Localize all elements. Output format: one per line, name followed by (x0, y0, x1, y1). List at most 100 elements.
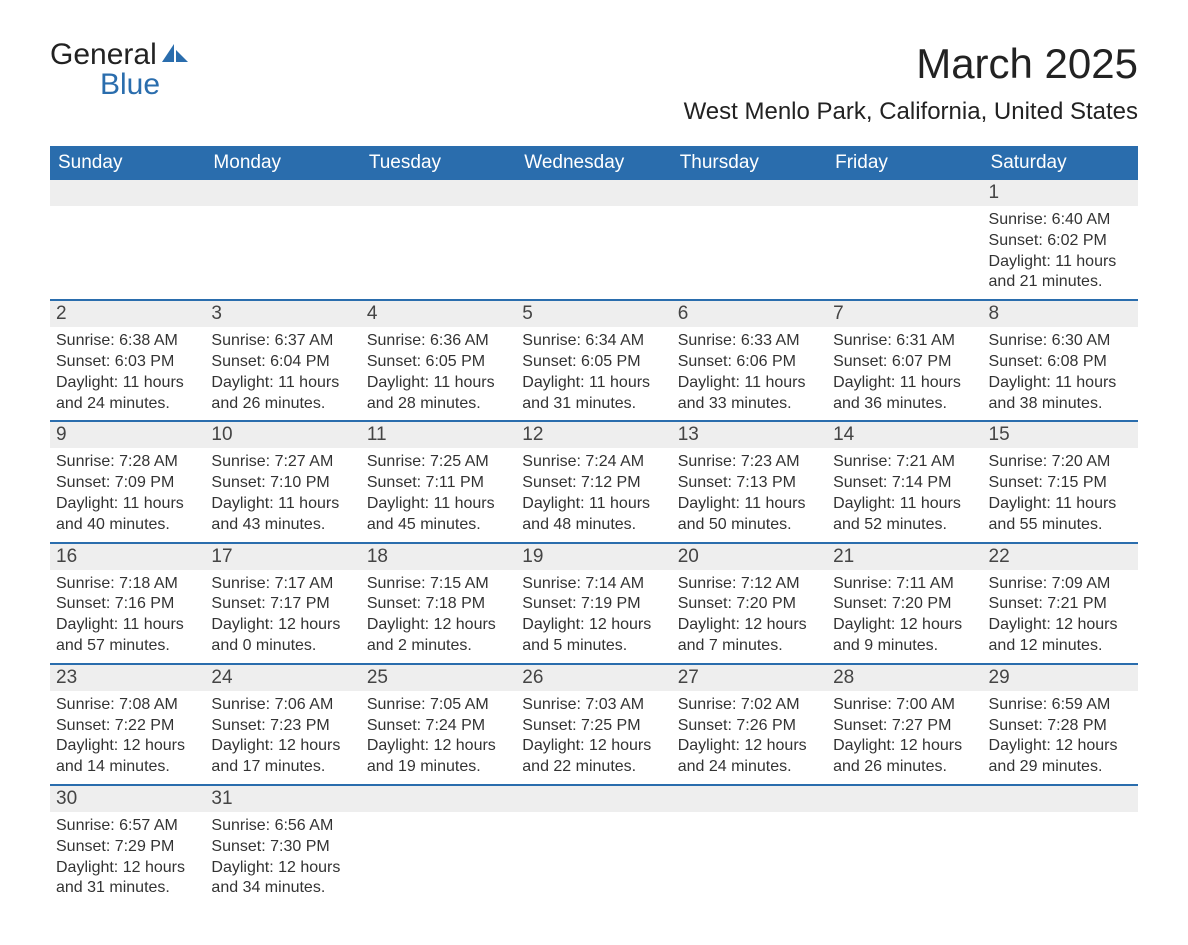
day-cell: 28Sunrise: 7:00 AMSunset: 7:27 PMDayligh… (827, 664, 982, 785)
sunrise-line: Sunrise: 7:24 AM (522, 452, 665, 473)
day-header-monday: Monday (205, 146, 360, 180)
day-cell-empty (983, 785, 1138, 905)
sunrise-line: Sunrise: 6:37 AM (211, 331, 354, 352)
day-cell: 18Sunrise: 7:15 AMSunset: 7:18 PMDayligh… (361, 543, 516, 664)
daylight-line: Daylight: 12 hours and 31 minutes. (56, 858, 199, 900)
daylight-line: Daylight: 12 hours and 19 minutes. (367, 736, 510, 778)
day-details: Sunrise: 6:40 AMSunset: 6:02 PMDaylight:… (983, 206, 1138, 299)
day-header-row: SundayMondayTuesdayWednesdayThursdayFrid… (50, 146, 1138, 180)
daylight-line: Daylight: 12 hours and 26 minutes. (833, 736, 976, 778)
day-cell-empty (516, 785, 671, 905)
day-cell: 31Sunrise: 6:56 AMSunset: 7:30 PMDayligh… (205, 785, 360, 905)
day-cell-empty (672, 180, 827, 300)
day-details: Sunrise: 7:23 AMSunset: 7:13 PMDaylight:… (672, 448, 827, 541)
day-details: Sunrise: 7:25 AMSunset: 7:11 PMDaylight:… (361, 448, 516, 541)
sunrise-line: Sunrise: 7:09 AM (989, 574, 1132, 595)
day-cell: 7Sunrise: 6:31 AMSunset: 6:07 PMDaylight… (827, 300, 982, 421)
location-subtitle: West Menlo Park, California, United Stat… (684, 98, 1138, 126)
daylight-line: Daylight: 12 hours and 34 minutes. (211, 858, 354, 900)
day-number: 8 (983, 301, 1138, 327)
logo: General Blue (50, 40, 190, 100)
sunset-line: Sunset: 7:12 PM (522, 473, 665, 494)
sunrise-line: Sunrise: 7:11 AM (833, 574, 976, 595)
day-cell: 6Sunrise: 6:33 AMSunset: 6:06 PMDaylight… (672, 300, 827, 421)
daylight-line: Daylight: 11 hours and 50 minutes. (678, 494, 821, 536)
day-cell: 25Sunrise: 7:05 AMSunset: 7:24 PMDayligh… (361, 664, 516, 785)
sunset-line: Sunset: 7:13 PM (678, 473, 821, 494)
day-cell-empty (827, 785, 982, 905)
sunset-line: Sunset: 6:05 PM (367, 352, 510, 373)
day-cell: 15Sunrise: 7:20 AMSunset: 7:15 PMDayligh… (983, 421, 1138, 542)
day-details: Sunrise: 7:03 AMSunset: 7:25 PMDaylight:… (516, 691, 671, 784)
day-cell-empty (361, 785, 516, 905)
daylight-line: Daylight: 12 hours and 29 minutes. (989, 736, 1132, 778)
day-details: Sunrise: 6:36 AMSunset: 6:05 PMDaylight:… (361, 327, 516, 420)
daylight-line: Daylight: 11 hours and 40 minutes. (56, 494, 199, 536)
empty-number-bar (516, 180, 671, 206)
day-number: 5 (516, 301, 671, 327)
sunrise-line: Sunrise: 7:06 AM (211, 695, 354, 716)
day-header-sunday: Sunday (50, 146, 205, 180)
daylight-line: Daylight: 11 hours and 38 minutes. (989, 373, 1132, 415)
sunrise-line: Sunrise: 7:08 AM (56, 695, 199, 716)
sunset-line: Sunset: 7:18 PM (367, 594, 510, 615)
sunrise-line: Sunrise: 7:05 AM (367, 695, 510, 716)
header: General Blue March 2025 West Menlo Park,… (50, 40, 1138, 126)
daylight-line: Daylight: 11 hours and 45 minutes. (367, 494, 510, 536)
sunrise-line: Sunrise: 7:18 AM (56, 574, 199, 595)
week-row: 9Sunrise: 7:28 AMSunset: 7:09 PMDaylight… (50, 421, 1138, 542)
daylight-line: Daylight: 11 hours and 52 minutes. (833, 494, 976, 536)
day-number: 10 (205, 422, 360, 448)
day-cell: 9Sunrise: 7:28 AMSunset: 7:09 PMDaylight… (50, 421, 205, 542)
daylight-line: Daylight: 12 hours and 17 minutes. (211, 736, 354, 778)
day-details: Sunrise: 7:15 AMSunset: 7:18 PMDaylight:… (361, 570, 516, 663)
day-cell: 27Sunrise: 7:02 AMSunset: 7:26 PMDayligh… (672, 664, 827, 785)
sunrise-line: Sunrise: 7:20 AM (989, 452, 1132, 473)
day-details: Sunrise: 7:21 AMSunset: 7:14 PMDaylight:… (827, 448, 982, 541)
sunset-line: Sunset: 7:23 PM (211, 716, 354, 737)
sunrise-line: Sunrise: 6:30 AM (989, 331, 1132, 352)
day-cell: 8Sunrise: 6:30 AMSunset: 6:08 PMDaylight… (983, 300, 1138, 421)
day-cell: 4Sunrise: 6:36 AMSunset: 6:05 PMDaylight… (361, 300, 516, 421)
logo-text-blue: Blue (100, 70, 160, 100)
week-row: 16Sunrise: 7:18 AMSunset: 7:16 PMDayligh… (50, 543, 1138, 664)
day-details: Sunrise: 6:57 AMSunset: 7:29 PMDaylight:… (50, 812, 205, 905)
sunrise-line: Sunrise: 6:34 AM (522, 331, 665, 352)
day-details: Sunrise: 6:31 AMSunset: 6:07 PMDaylight:… (827, 327, 982, 420)
day-details: Sunrise: 7:05 AMSunset: 7:24 PMDaylight:… (361, 691, 516, 784)
day-cell: 3Sunrise: 6:37 AMSunset: 6:04 PMDaylight… (205, 300, 360, 421)
sunrise-line: Sunrise: 6:38 AM (56, 331, 199, 352)
day-details: Sunrise: 7:08 AMSunset: 7:22 PMDaylight:… (50, 691, 205, 784)
day-cell-empty (516, 180, 671, 300)
daylight-line: Daylight: 12 hours and 24 minutes. (678, 736, 821, 778)
sunrise-line: Sunrise: 6:57 AM (56, 816, 199, 837)
sunset-line: Sunset: 7:20 PM (833, 594, 976, 615)
day-details: Sunrise: 7:28 AMSunset: 7:09 PMDaylight:… (50, 448, 205, 541)
day-cell: 5Sunrise: 6:34 AMSunset: 6:05 PMDaylight… (516, 300, 671, 421)
day-cell: 2Sunrise: 6:38 AMSunset: 6:03 PMDaylight… (50, 300, 205, 421)
day-number: 29 (983, 665, 1138, 691)
day-cell: 11Sunrise: 7:25 AMSunset: 7:11 PMDayligh… (361, 421, 516, 542)
day-cell: 21Sunrise: 7:11 AMSunset: 7:20 PMDayligh… (827, 543, 982, 664)
day-details: Sunrise: 7:06 AMSunset: 7:23 PMDaylight:… (205, 691, 360, 784)
sunrise-line: Sunrise: 6:31 AM (833, 331, 976, 352)
daylight-line: Daylight: 11 hours and 31 minutes. (522, 373, 665, 415)
empty-number-bar (827, 786, 982, 812)
day-cell: 23Sunrise: 7:08 AMSunset: 7:22 PMDayligh… (50, 664, 205, 785)
week-row: 2Sunrise: 6:38 AMSunset: 6:03 PMDaylight… (50, 300, 1138, 421)
day-details: Sunrise: 7:20 AMSunset: 7:15 PMDaylight:… (983, 448, 1138, 541)
day-header-thursday: Thursday (672, 146, 827, 180)
day-cell-empty (827, 180, 982, 300)
daylight-line: Daylight: 11 hours and 24 minutes. (56, 373, 199, 415)
daylight-line: Daylight: 11 hours and 21 minutes. (989, 252, 1132, 294)
week-row: 1Sunrise: 6:40 AMSunset: 6:02 PMDaylight… (50, 180, 1138, 300)
day-number: 6 (672, 301, 827, 327)
sunset-line: Sunset: 7:09 PM (56, 473, 199, 494)
day-details: Sunrise: 7:14 AMSunset: 7:19 PMDaylight:… (516, 570, 671, 663)
sunset-line: Sunset: 7:21 PM (989, 594, 1132, 615)
day-number: 13 (672, 422, 827, 448)
day-details: Sunrise: 6:30 AMSunset: 6:08 PMDaylight:… (983, 327, 1138, 420)
sunset-line: Sunset: 7:10 PM (211, 473, 354, 494)
empty-number-bar (516, 786, 671, 812)
day-number: 15 (983, 422, 1138, 448)
